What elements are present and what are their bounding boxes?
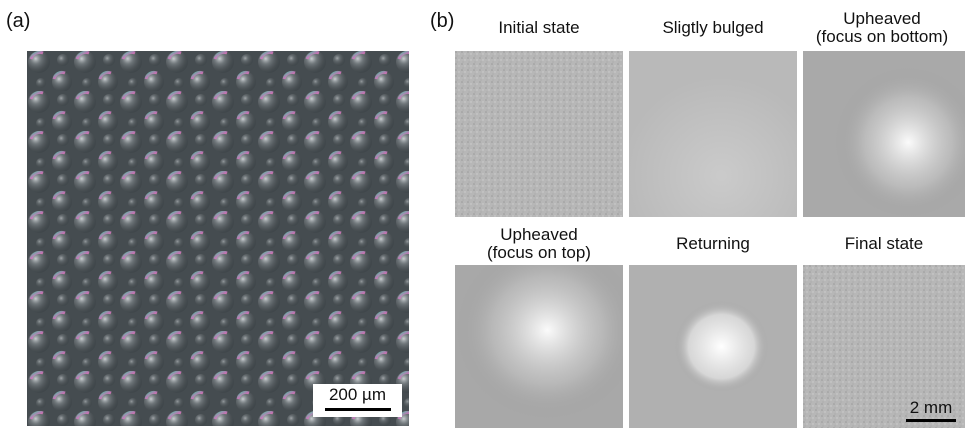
frame-title-upheaved-bottom-line2: (focus on bottom) bbox=[815, 27, 949, 46]
frame-title-returning: Returning bbox=[629, 235, 797, 253]
frame-slightly-bulged bbox=[629, 51, 797, 217]
panel-a-label: (a) bbox=[6, 10, 31, 32]
frame-title-initial-line1: Initial state bbox=[498, 18, 580, 37]
frame-title-upheaved-top-line1: Upheaved bbox=[500, 225, 578, 244]
scale-bar-b: 2 mm bbox=[900, 398, 962, 426]
frame-returning bbox=[629, 265, 797, 428]
frame-title-upheaved-top: Upheaved (focus on top) bbox=[455, 226, 623, 262]
scale-bar-b-line bbox=[906, 419, 956, 422]
frame-title-initial: Initial state bbox=[455, 19, 623, 37]
frame-upheaved-top bbox=[455, 265, 623, 428]
frame-title-upheaved-bottom: Upheaved (focus on bottom) bbox=[798, 10, 965, 46]
frame-title-bulged-line1: Sligtly bulged bbox=[662, 18, 764, 37]
scale-bar-a-line bbox=[325, 408, 391, 411]
frame-title-final: Final state bbox=[803, 235, 965, 253]
frame-initial-state bbox=[455, 51, 623, 217]
frame-title-upheaved-top-line2: (focus on top) bbox=[487, 243, 591, 262]
frame-title-returning-line1: Returning bbox=[676, 234, 750, 253]
frame-title-upheaved-bottom-line1: Upheaved bbox=[843, 9, 921, 28]
scale-bar-a-label: 200 µm bbox=[328, 385, 387, 404]
frame-title-bulged: Sligtly bulged bbox=[629, 19, 797, 37]
frame-title-final-line1: Final state bbox=[844, 234, 924, 253]
frame-upheaved-bottom bbox=[803, 51, 965, 217]
frame-final-state bbox=[803, 265, 965, 428]
bubble-micrograph bbox=[27, 51, 409, 426]
scale-bar-b-label: 2 mm bbox=[909, 398, 953, 417]
scale-bar-a: 200 µm bbox=[313, 384, 402, 417]
panel-b-label: (b) bbox=[430, 10, 455, 32]
